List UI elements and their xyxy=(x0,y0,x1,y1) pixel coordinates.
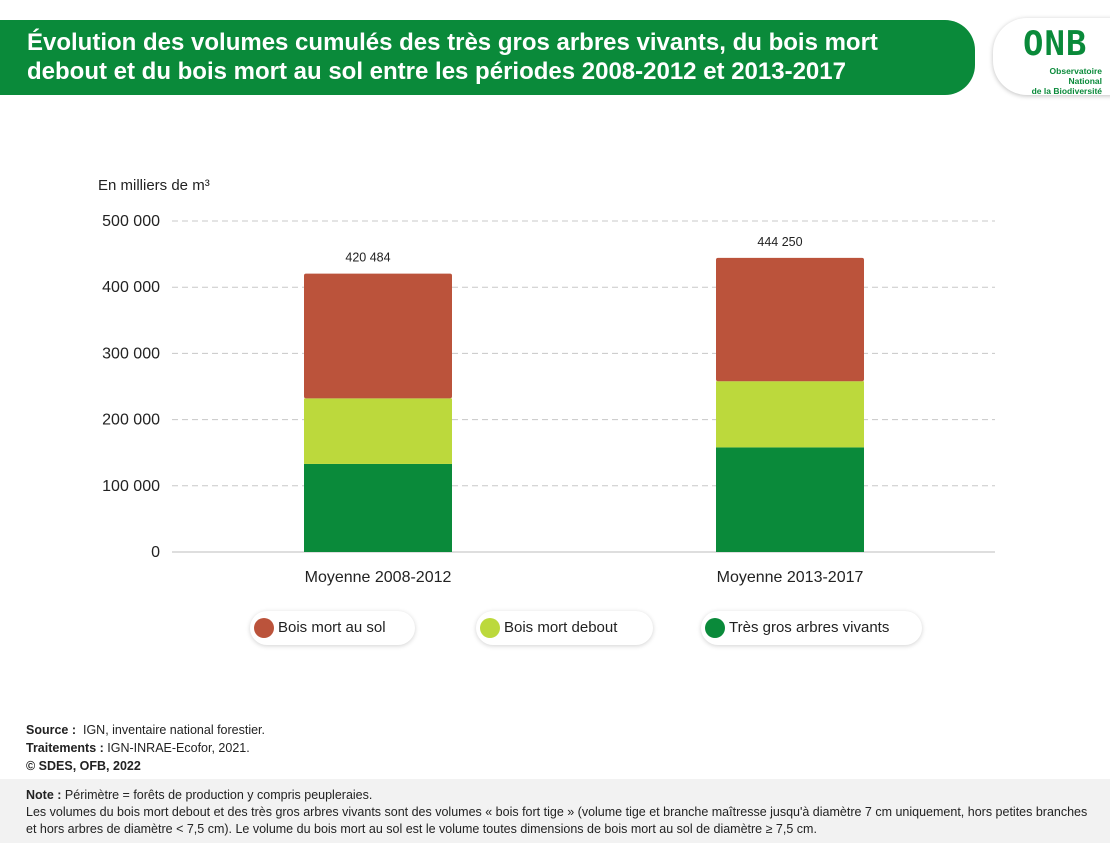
source-label: Source : xyxy=(26,723,77,737)
title-banner: Évolution des volumes cumulés des très g… xyxy=(0,20,975,95)
y-axis-unit-label: En milliers de m³ xyxy=(98,177,210,194)
y-tick-label: 300 000 xyxy=(102,345,160,362)
note-line-2: Les volumes du bois mort debout et des t… xyxy=(26,805,1088,836)
bar-total-label: 420 484 xyxy=(345,251,390,265)
logo-subtitle-line-2: de la Biodiversité xyxy=(1031,86,1102,96)
logo-text: ONB xyxy=(1023,24,1088,64)
bar-segment-bois-mort-debout xyxy=(716,381,864,448)
stacked-bar-chart: 0 100 000 200 000 300 000 400 000 500 000 420 … xyxy=(102,213,995,586)
source-text: IGN, inventaire national forestier. xyxy=(82,723,266,737)
legend-label-tres-gros-arbres-vivants: Très gros arbres vivants xyxy=(729,619,890,636)
legend-swatch-bois-mort-au-sol xyxy=(254,618,274,638)
x-category-label: Moyenne 2008-2012 xyxy=(305,569,452,586)
legend-item-bois-mort-debout: Bois mort debout xyxy=(476,611,653,645)
note-text-1: Périmètre = forêts de production y compr… xyxy=(64,788,373,802)
x-category-label: Moyenne 2013-2017 xyxy=(717,569,864,586)
y-tick-label: 200 000 xyxy=(102,412,160,429)
chart-title: Évolution des volumes cumulés des très g… xyxy=(27,28,957,86)
y-tick-label: 500 000 xyxy=(102,213,160,230)
legend-item-tres-gros-arbres-vivants: Très gros arbres vivants xyxy=(701,611,922,645)
note-band: Note : Périmètre = forêts de production … xyxy=(0,779,1110,843)
legend-item-bois-mort-au-sol: Bois mort au sol xyxy=(250,611,415,645)
source-line: Source : IGN, inventaire national forest… xyxy=(26,721,265,739)
legend-label-bois-mort-au-sol: Bois mort au sol xyxy=(278,619,386,636)
treatment-text: IGN-INRAE-Ecofor, 2021. xyxy=(107,741,250,755)
bar-segment-bois-mort-au-sol xyxy=(716,257,864,382)
legend-swatch-bois-mort-debout xyxy=(480,618,500,638)
legend-label-bois-mort-debout: Bois mort debout xyxy=(504,619,618,636)
source-block: Source : IGN, inventaire national forest… xyxy=(26,721,265,775)
bar-segment-tr-s-gros-arbres-vivants xyxy=(716,447,864,552)
y-tick-label: 100 000 xyxy=(102,478,160,495)
note-label: Note : xyxy=(26,788,62,802)
logo-subtitle: Observatoire National de la Biodiversité xyxy=(1022,66,1102,96)
copyright-line: © SDES, OFB, 2022 xyxy=(26,757,265,775)
title-line-1: Évolution des volumes cumulés des très g… xyxy=(27,29,878,56)
bar-segment-tr-s-gros-arbres-vivants xyxy=(304,463,452,552)
legend-swatch-tres-gros-arbres-vivants xyxy=(705,618,725,638)
y-tick-label: 400 000 xyxy=(102,279,160,296)
treatment-label: Traitements : xyxy=(26,741,104,755)
bar-total-label: 444 250 xyxy=(757,235,802,249)
y-tick-label: 0 xyxy=(151,544,160,561)
copyright: © SDES, OFB, 2022 xyxy=(26,759,141,773)
treatment-line: Traitements : IGN-INRAE-Ecofor, 2021. xyxy=(26,739,265,757)
note-block: Note : Périmètre = forêts de production … xyxy=(26,787,1096,838)
bar-segment-bois-mort-debout xyxy=(304,398,452,464)
note-line-1: Note : Périmètre = forêts de production … xyxy=(26,787,1096,804)
logo-subtitle-line-1: Observatoire National xyxy=(1049,66,1102,86)
bar-segment-bois-mort-au-sol xyxy=(304,273,452,399)
title-line-2: debout et du bois mort au sol entre les … xyxy=(27,58,846,85)
onb-logo: ONB Observatoire National de la Biodiver… xyxy=(993,18,1110,96)
